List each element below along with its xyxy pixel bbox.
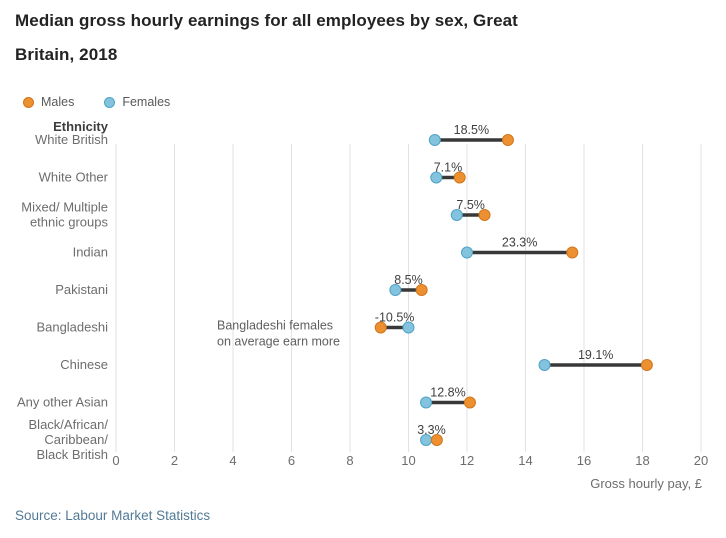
female-dot: [428, 134, 441, 146]
category-label: ethnic groups: [30, 215, 109, 230]
x-axis-title: Gross hourly pay, £: [590, 476, 703, 491]
category-label: Indian: [73, 245, 108, 260]
male-dot: [430, 434, 443, 446]
legend-label-females: Females: [122, 95, 171, 109]
legend-item-males[interactable]: Males: [23, 95, 74, 109]
legend-label-males: Males: [41, 95, 75, 109]
category-label: Bangladeshi: [36, 320, 108, 335]
x-tick-label: 14: [518, 453, 532, 468]
x-tick-label: 6: [288, 453, 295, 468]
females-dot-icon: [104, 96, 116, 108]
source-line: Source: Labour Market Statistics: [15, 508, 210, 523]
female-dot: [420, 396, 433, 409]
female-dot: [389, 284, 402, 296]
x-tick-label: 12: [460, 453, 474, 468]
legend: Males Females: [23, 95, 170, 109]
male-dot: [463, 396, 476, 409]
gap-label: 3.3%: [417, 423, 446, 437]
category-label: Caribbean/: [44, 432, 108, 447]
gap-label: 23.3%: [502, 236, 537, 250]
source-prefix: Source:: [15, 508, 62, 523]
female-dot: [450, 209, 463, 221]
gap-label: 12.8%: [430, 386, 465, 400]
male-dot: [640, 359, 653, 371]
chart-title-line1: Median gross hourly earnings for all emp…: [15, 11, 518, 30]
x-tick-label: 8: [346, 453, 353, 468]
male-dot: [501, 134, 514, 146]
category-label: Any other Asian: [17, 395, 108, 410]
x-tick-label: 4: [229, 453, 236, 468]
males-dot-icon: [23, 96, 34, 108]
gap-label: -10.5%: [375, 311, 415, 325]
gap-label: 18.5%: [454, 123, 489, 137]
female-dot: [430, 171, 443, 184]
male-dot: [453, 171, 466, 184]
male-dot: [415, 284, 428, 296]
male-dot: [566, 246, 579, 259]
male-dot: [374, 321, 387, 334]
category-label: Mixed/ Multiple: [21, 200, 108, 215]
chart-annotation: Bangladeshi females: [217, 319, 333, 333]
gap-label: 7.5%: [456, 198, 485, 212]
legend-item-females[interactable]: Females: [104, 95, 170, 109]
x-tick-label: 10: [401, 453, 415, 468]
category-label: White Other: [39, 170, 109, 185]
chart-title-line2: Britain, 2018: [15, 45, 118, 64]
x-tick-label: 2: [171, 453, 178, 468]
ethnicity-header: Ethnicity: [53, 119, 109, 134]
category-label: Black British: [36, 447, 108, 462]
category-label: Pakistani: [55, 282, 108, 297]
chart-annotation: on average earn more: [217, 335, 340, 349]
source-link[interactable]: Labour Market Statistics: [65, 508, 211, 523]
category-label: Black/African/: [29, 417, 109, 432]
gap-label: 19.1%: [578, 348, 613, 362]
male-dot: [478, 209, 491, 221]
x-tick-label: 16: [577, 453, 591, 468]
chart-title: Median gross hourly earnings for all emp…: [15, 4, 518, 72]
x-tick-label: 20: [694, 453, 708, 468]
gap-label: 8.5%: [394, 273, 423, 287]
category-label: White British: [35, 132, 108, 147]
gap-label: 7.1%: [434, 161, 463, 175]
x-tick-label: 18: [635, 453, 649, 468]
female-dot: [538, 359, 551, 371]
female-dot: [461, 246, 473, 259]
category-label: Chinese: [60, 357, 108, 372]
female-dot: [402, 321, 415, 334]
x-tick-label: 0: [112, 453, 119, 468]
